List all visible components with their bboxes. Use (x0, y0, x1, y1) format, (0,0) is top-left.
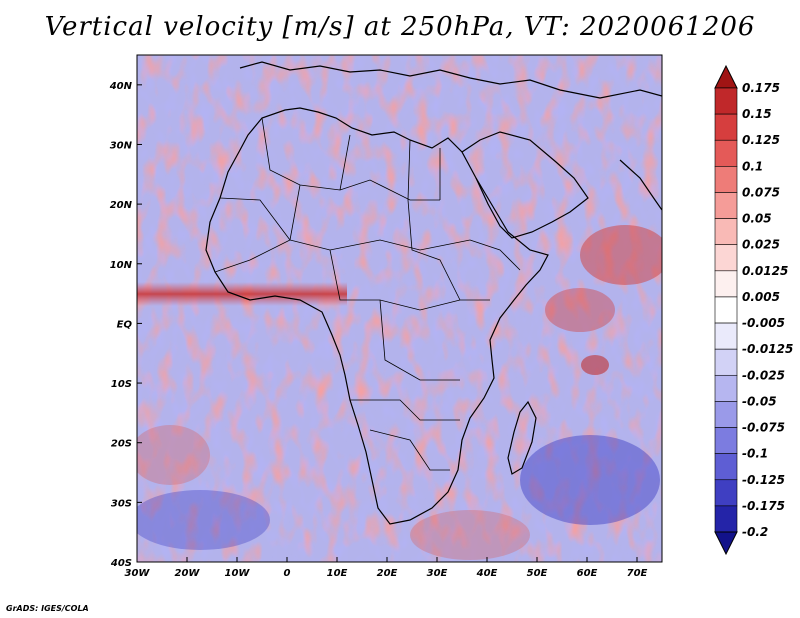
country-borders (214, 117, 521, 471)
colorbar-segment (714, 505, 738, 533)
europe-coastline (239, 61, 662, 99)
colorbar: 0.175 0.15 0.125 0.1 0.075 0.05 0.025 0.0125 0.0… (714, 64, 793, 556)
colorbar-segment (714, 453, 738, 481)
y-tick-label: 20N (110, 200, 133, 211)
colorbar-segment (714, 87, 738, 115)
colorbar-label: 0.175 (742, 81, 780, 95)
colorbar-min-arrow (714, 531, 738, 556)
itcz-band (137, 282, 347, 306)
x-tick-label: 60E (577, 568, 598, 579)
credit-text: GrADS: IGES/COLA (6, 604, 89, 613)
colorbar-segment (714, 139, 738, 167)
x-tick-label: 10W (225, 568, 251, 579)
y-tick-label: 30S (111, 498, 132, 509)
colorbar-label: 0.05 (742, 212, 772, 226)
colorbar-segment (714, 348, 738, 376)
x-tick-label: 20E (377, 568, 398, 579)
colorbar-segment (714, 113, 738, 141)
colorbar-label: -0.125 (742, 473, 785, 487)
velocity-field (137, 55, 662, 562)
colorbar-segment (714, 322, 738, 350)
madagascar-coastline (507, 400, 537, 475)
colorbar-max-arrow (714, 64, 738, 89)
colorbar-label: -0.0125 (742, 342, 793, 356)
colorbar-label: -0.075 (742, 421, 785, 435)
colorbar-segment (714, 374, 738, 402)
y-tick-label: 10S (111, 379, 132, 390)
colorbar-segment (714, 218, 738, 246)
x-tick-label: 0 (284, 568, 291, 579)
colorbar-label: 0.0125 (742, 264, 788, 278)
y-tick-label: 40N (109, 81, 133, 92)
plot-frame (136, 54, 663, 563)
y-tick-label: 20S (111, 439, 132, 450)
colorbar-label: 0.15 (742, 107, 772, 121)
x-tick-label: 30E (427, 568, 448, 579)
africa-coastline (205, 107, 549, 525)
colorbar-label: -0.175 (742, 499, 785, 513)
colorbar-segment (714, 427, 738, 454)
india-coastline (619, 159, 662, 211)
colorbar-segment (714, 479, 738, 507)
colorbar-segment (714, 244, 738, 272)
colorbar-segment (714, 270, 738, 298)
y-axis-ticks: 40N 30N 20N 10N EQ 10S 20S 30S 40S (109, 81, 142, 569)
colorbar-label: 0.005 (742, 290, 780, 304)
colorbar-label: 0.1 (742, 159, 763, 173)
colorbar-label: 0.025 (742, 238, 780, 252)
x-tick-label: 50E (527, 568, 548, 579)
colorbar-label: -0.025 (742, 368, 785, 382)
y-tick-label: EQ (117, 319, 133, 330)
colorbar-segment (714, 401, 738, 428)
x-tick-label: 10E (327, 568, 348, 579)
arabia-coastline (461, 131, 589, 239)
colorbar-label: 0.125 (742, 133, 780, 147)
y-tick-label: 40S (110, 558, 132, 569)
colorbar-label: -0.1 (742, 447, 768, 461)
chart-title: Vertical velocity [m/s] at 250hPa, VT: 2… (44, 12, 756, 42)
x-tick-label: 20W (175, 568, 201, 579)
colorbar-label: 0.075 (742, 185, 780, 199)
colorbar-label: -0.05 (742, 394, 777, 408)
x-tick-label: 40E (476, 568, 498, 579)
colorbar-label: -0.2 (742, 525, 768, 539)
colorbar-segment (714, 166, 738, 193)
colorbar-segment (714, 296, 738, 324)
colorbar-label: -0.005 (742, 316, 785, 330)
y-tick-label: 30N (110, 140, 133, 151)
coastlines (205, 61, 662, 525)
colorbar-segment (714, 192, 738, 219)
x-tick-label: 30W (125, 568, 151, 579)
x-axis-ticks: 30W 20W 10W 0 10E 20E 30E 40E 50E 60E 70E (125, 557, 648, 579)
x-tick-label: 70E (627, 568, 648, 579)
y-tick-label: 10N (110, 260, 133, 271)
